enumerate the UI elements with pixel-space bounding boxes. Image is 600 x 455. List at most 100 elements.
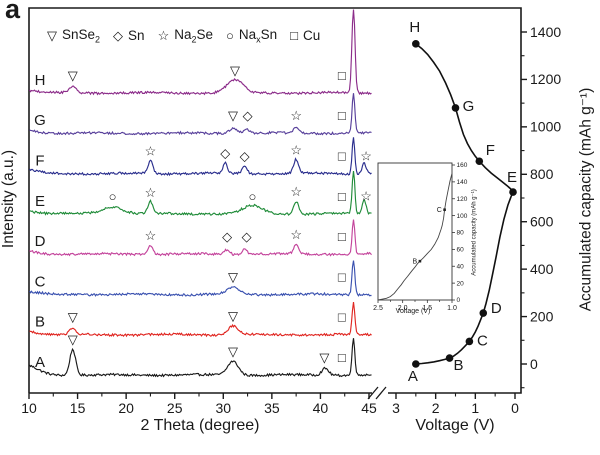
xrd-trace-line-G — [29, 93, 372, 136]
diamond-marker-icon: ◇ — [220, 146, 230, 161]
xrd-panel: ▽ ▽ ▽ □ A ▽ ▽ □ B ▽ □ C ☆ ◇ ◇ ☆ □ D ○ ☆ ○ ☆ □ ☆ E ☆ ◇ ◇ ☆ □ ☆ F ▽ ◇ ☆ □ G ▽ ▽ □… — [28, 9, 372, 378]
x-tick-label: 25 — [167, 400, 183, 416]
circle-icon: ○ — [226, 28, 234, 44]
capacity-point-H — [412, 40, 420, 48]
xrd-x-axis: 10 15 20 25 30 35 40 45 — [21, 393, 377, 416]
legend-item-Sn: ◇ Sn — [113, 28, 145, 43]
square-marker-icon: □ — [338, 189, 346, 204]
xrd-trace-G: ▽ ◇ ☆ □ G — [29, 93, 372, 136]
star-marker-icon: ☆ — [290, 108, 302, 123]
star-marker-icon: ☆ — [290, 184, 302, 199]
legend-phase-label: NaxSn — [238, 27, 278, 45]
capacity-point-B — [445, 354, 454, 362]
inset-curve — [377, 173, 453, 301]
x-tick-label: 15 — [70, 400, 86, 416]
star-marker-icon: ☆ — [145, 228, 157, 243]
legend-item-SnSe2: ▽ SnSe2 — [47, 27, 100, 45]
y-tick-label: 600 — [530, 214, 554, 230]
square-marker-icon: □ — [338, 68, 346, 83]
xrd-trace-line-B — [29, 302, 372, 338]
capacity-point-label-A: A — [408, 368, 418, 385]
legend-phase-label: SnSe2 — [62, 27, 101, 45]
y-tick-label: 0 — [530, 356, 538, 372]
xrd-trace-line-F — [29, 137, 372, 177]
capacity-point-A — [412, 360, 420, 368]
inset-y-tick-label: 0 — [457, 297, 461, 304]
inset-xaxis-title: Voltage (V) — [395, 308, 431, 315]
inset-y-tick-label: 160 — [457, 162, 468, 169]
triangle-down-marker-icon: ▽ — [319, 350, 329, 365]
inset-x-tick-label: 2.0 — [398, 305, 408, 312]
legend-item-Na2Se: ☆ Na2Se — [158, 27, 213, 45]
inset-y-tick-label: 60 — [457, 247, 465, 254]
capacity-point-G — [451, 104, 460, 112]
inset-x-tick-label: 2.5 — [373, 305, 383, 312]
xrd-trace-C: ▽ □ C — [29, 260, 372, 297]
inset-y-tick-label: 80 — [457, 230, 465, 237]
star-icon: ☆ — [157, 28, 170, 44]
circle-marker-icon: ○ — [109, 189, 117, 204]
diamond-marker-icon: ◇ — [243, 108, 253, 123]
legend-phase-label: Na2Se — [174, 27, 214, 45]
square-icon: □ — [290, 28, 299, 44]
capacity-point-label-D: D — [491, 300, 502, 317]
trace-label-H: H — [35, 72, 46, 89]
capacity-xaxis-title: Voltage (V) — [415, 417, 495, 434]
x-tick-label: 45 — [361, 400, 377, 416]
trace-label-E: E — [35, 193, 45, 210]
triangle-down-marker-icon: ▽ — [228, 344, 238, 359]
inset-point-label-B: B — [412, 259, 417, 266]
x-tick-label: 20 — [118, 400, 134, 416]
capacity-point-C — [465, 337, 474, 346]
xrd-trace-E: ○ ☆ ○ ☆ □ ☆ E — [29, 171, 372, 216]
inset-yaxis-title: Accumulated capacity (mAh g⁻¹) — [471, 189, 478, 276]
capacity-x-axis: 3 2 1 0 — [392, 393, 519, 416]
xrd-trace-D: ☆ ◇ ◇ ☆ □ D — [29, 219, 372, 257]
inset-y-tick-label: 100 — [457, 213, 468, 220]
x-tick-label: 30 — [215, 400, 231, 416]
square-marker-icon: □ — [338, 269, 346, 284]
trace-label-D: D — [35, 233, 46, 250]
x-tick-label: 1 — [471, 400, 479, 416]
inset-y-tick-label: 140 — [457, 179, 468, 186]
legend-item-NaxSn: ○ NaxSn — [226, 27, 277, 45]
inset-y-tick-label: 120 — [457, 196, 468, 203]
y-tick-label: 200 — [530, 308, 554, 324]
star-marker-icon: ☆ — [145, 144, 157, 159]
star-marker-icon: ☆ — [290, 143, 302, 158]
trace-label-G: G — [34, 112, 46, 129]
inset-y-tick-label: 40 — [457, 263, 465, 270]
xrd-trace-A: ▽ ▽ ▽ □ A — [29, 332, 372, 378]
capacity-point-E — [509, 188, 517, 196]
inset-y-tick-label: 20 — [457, 280, 465, 287]
inset-x-tick-label: 1.0 — [447, 305, 457, 312]
star-marker-icon: ☆ — [290, 227, 302, 242]
star-marker-icon: ☆ — [360, 149, 372, 164]
inset-point-C — [443, 208, 446, 212]
figure-label: a — [5, 0, 21, 24]
xrd-trace-line-A — [29, 338, 372, 378]
capacity-yaxis-title: Accumulated capacity (mAh g⁻¹) — [577, 87, 595, 312]
star-marker-icon: ☆ — [360, 188, 372, 203]
y-tick-label: 1000 — [530, 119, 561, 135]
xrd-trace-line-E — [29, 171, 372, 216]
voltage-capacity-curve — [415, 43, 514, 365]
capacity-point-label-H: H — [409, 19, 420, 36]
trace-label-B: B — [35, 314, 45, 331]
inset-x-tick-label: 1.5 — [422, 305, 432, 312]
triangle-down-icon: ▽ — [47, 28, 57, 44]
xrd-xaxis-title: 2 Theta (degree) — [140, 417, 260, 434]
capacity-y-axis: 0 200 400 600 800 1000 1200 1400 — [521, 24, 561, 389]
triangle-down-marker-icon: ▽ — [228, 309, 238, 324]
y-tick-label: 1200 — [530, 71, 561, 87]
circle-marker-icon: ○ — [248, 189, 256, 204]
xrd-trace-line-D — [29, 219, 372, 257]
y-tick-label: 400 — [530, 261, 554, 277]
capacity-point-label-F: F — [486, 142, 495, 159]
triangle-down-marker-icon: ▽ — [228, 108, 238, 123]
x-tick-label: 40 — [313, 400, 329, 416]
legend-phase-label: Cu — [303, 28, 321, 44]
